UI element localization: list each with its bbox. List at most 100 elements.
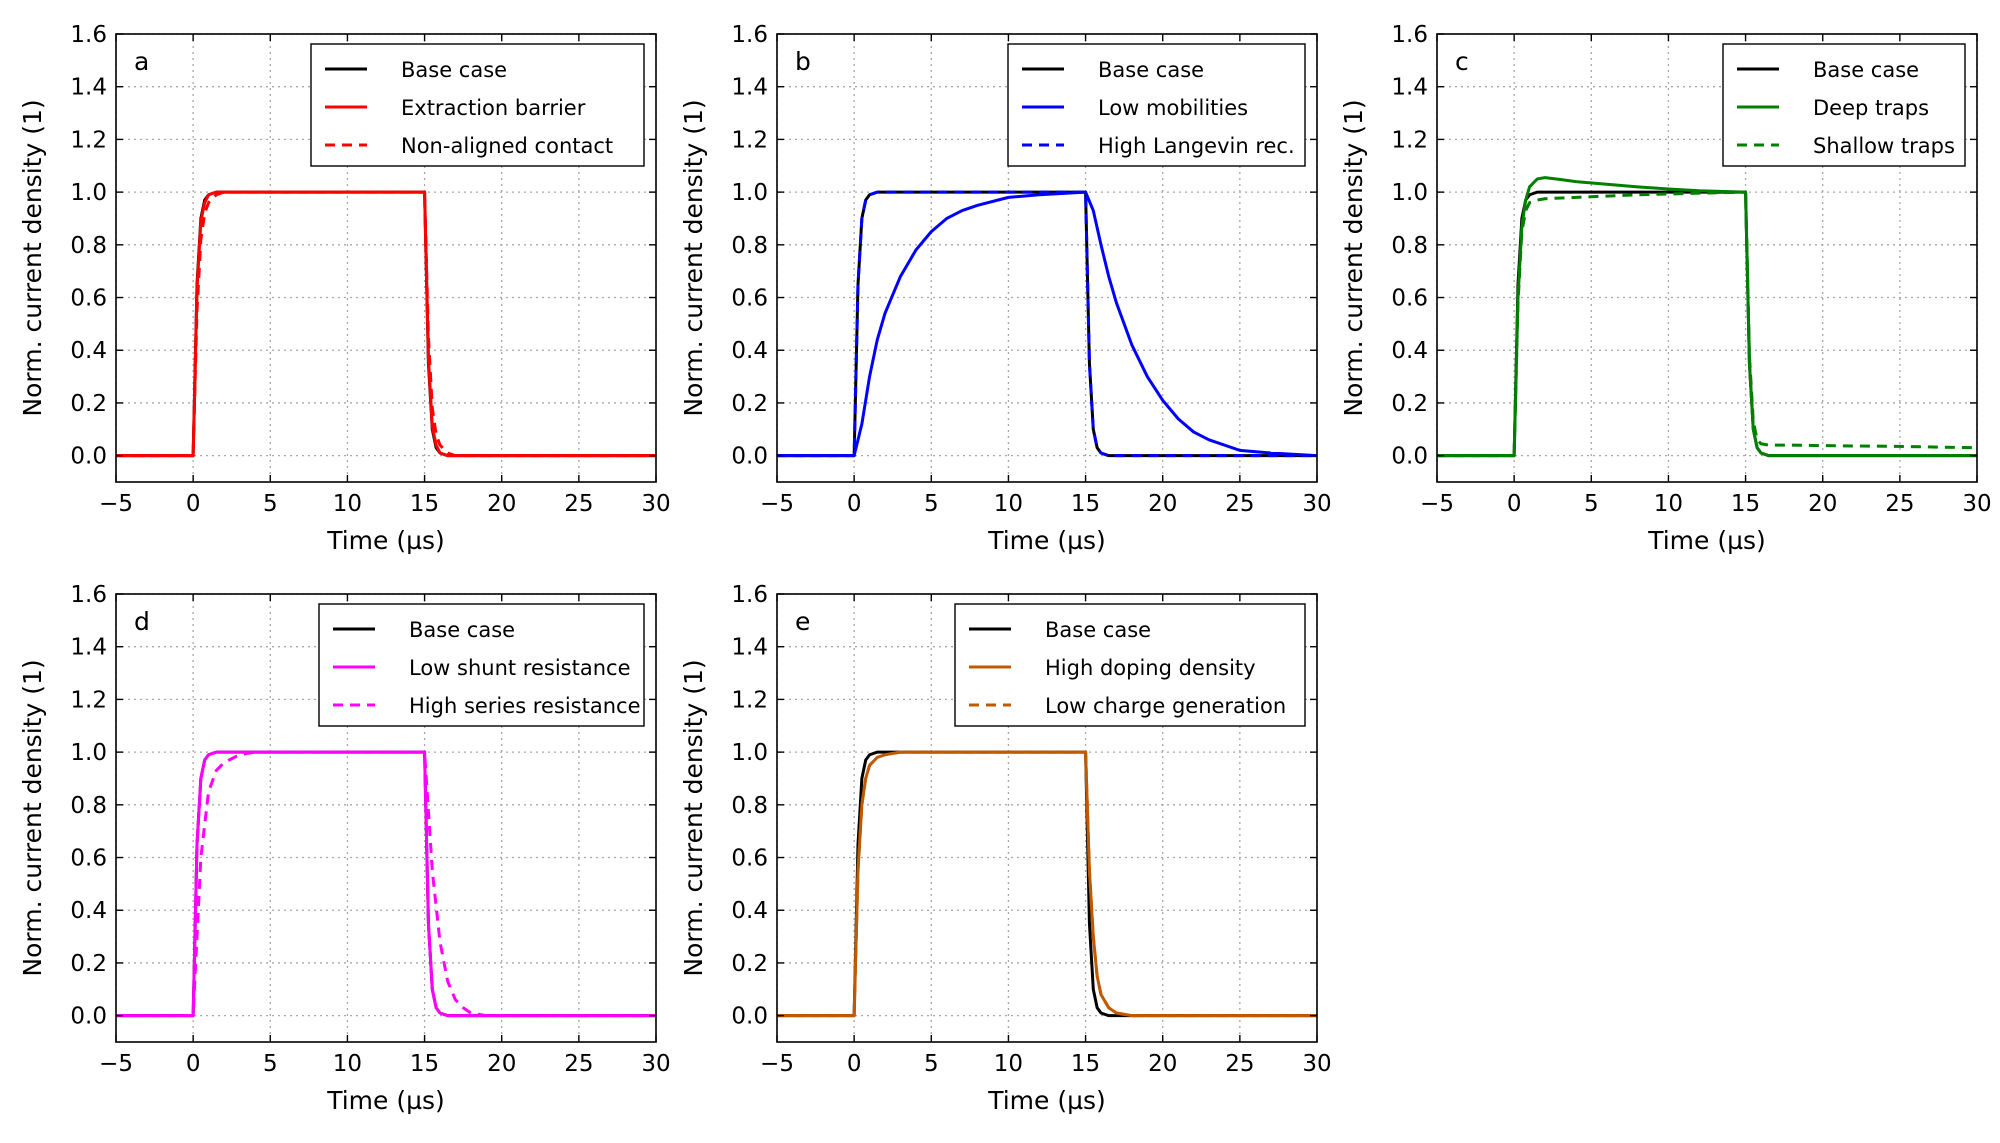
x-tick-label: 30 [1302,1051,1331,1077]
x-tick-label: 0 [186,1051,201,1077]
x-tick-label: 5 [263,1051,278,1077]
y-tick-label: 0.8 [70,793,107,819]
x-tick-label: 5 [1584,491,1599,517]
y-tick-label: 1.2 [70,687,107,713]
y-tick-label: 1.6 [70,22,107,48]
legend-entry-label: Low shunt resistance [409,656,631,680]
x-tick-label: −5 [99,1051,133,1077]
y-tick-label: 1.0 [70,180,107,206]
y-tick-label: 1.6 [731,582,768,608]
series-line-extraction-barrier [116,190,656,458]
x-tick-label: 0 [186,491,201,517]
x-tick-label: 25 [1225,491,1254,517]
y-tick-label: 1.0 [70,740,107,766]
y-axis-label: Norm. current density (1) [679,659,708,976]
x-tick-label: 20 [1148,1051,1177,1077]
legend-entry-label: Base case [401,58,507,82]
x-tick-label: 30 [641,491,670,517]
panel-letter: d [134,607,150,636]
y-tick-label: 0.4 [70,338,107,364]
x-tick-label: 20 [487,1051,516,1077]
chart-panel-d: −5 0 5 10 15 20 25 30 0.0 0.2 0.4 0.6 0.8 1.0 1.2 1.4 1.… [18,582,671,1115]
y-tick-label: 1.4 [1391,75,1428,101]
x-tick-label: 5 [924,1051,939,1077]
x-tick-label: 10 [994,1051,1023,1077]
plot-frame [776,33,1318,483]
y-tick-label: 1.4 [70,75,107,101]
chart-panel-c: −5 0 5 10 15 20 25 30 0.0 0.2 0.4 0.6 0.8 1.0 1.2 1.4 1.… [1339,22,1992,555]
x-tick-label: 15 [1071,1051,1100,1077]
y-tick-label: 0.8 [731,793,768,819]
y-tick-label: 0.0 [731,444,768,470]
legend-entry-label: Extraction barrier [401,96,586,120]
y-tick-label: 1.6 [70,582,107,608]
legend-entry-label: Base case [1813,58,1919,82]
y-axis-label: Norm. current density (1) [18,659,47,976]
chart-panel-e: −5 0 5 10 15 20 25 30 0.0 0.2 0.4 0.6 0.8 1.0 1.2 1.4 1.… [679,582,1332,1115]
legend-entry-label: Base case [1098,58,1204,82]
legend-entry-label: High doping density [1045,656,1256,680]
legend-entry-label: Low mobilities [1098,96,1248,120]
y-tick-label: 1.4 [731,75,768,101]
y-tick-label: 1.6 [731,22,768,48]
x-tick-label: −5 [760,1051,794,1077]
series-line-low-charge-generation [777,750,1317,1018]
legend-entry-label: High series resistance [409,694,641,718]
series-group [116,190,656,458]
y-tick-label: 0.4 [70,898,107,924]
series-group [777,750,1317,1018]
series-line-high-langevin-rec [777,190,1317,458]
x-tick-label: 5 [263,491,278,517]
x-tick-label: 15 [410,1051,439,1077]
x-axis-label: Time (µs) [987,1086,1106,1115]
y-tick-label: 1.2 [70,127,107,153]
y-tick-label: 1.4 [70,635,107,661]
x-tick-label: 30 [1962,491,1991,517]
panel-letter: e [795,607,810,636]
x-tick-label: −5 [99,491,133,517]
chart-panel-a: −5 0 5 10 15 20 25 30 0.0 0.2 0.4 0.6 0.8 1.0 1.2 1.4 1.… [18,22,671,555]
y-tick-label: 0.6 [1391,286,1428,312]
x-tick-label: 30 [1302,491,1331,517]
y-tick-label: 0.6 [731,846,768,872]
y-tick-label: 0.2 [70,951,107,977]
y-tick-label: 0.4 [731,898,768,924]
x-tick-label: 25 [1885,491,1914,517]
series-line-shallow-traps [1437,190,1977,458]
x-axis-label: Time (µs) [987,526,1106,555]
x-tick-label: 20 [1808,491,1837,517]
series-line-deep-traps [1437,176,1977,458]
y-tick-label: 0.4 [731,338,768,364]
y-tick-label: 0.0 [70,444,107,470]
legend-box [954,603,1306,727]
series-group [1437,176,1977,458]
legend-entry-label: High Langevin rec. [1098,134,1295,158]
y-tick-label: 1.4 [731,635,768,661]
x-tick-label: 0 [1507,491,1522,517]
y-tick-label: 0.0 [731,1004,768,1030]
x-tick-label: 5 [924,491,939,517]
x-axis-label: Time (µs) [326,1086,445,1115]
y-tick-label: 1.6 [1391,22,1428,48]
legend-entry-label: Non-aligned contact [401,134,613,158]
y-tick-label: 0.0 [70,1004,107,1030]
x-tick-label: 25 [1225,1051,1254,1077]
x-tick-label: 20 [487,491,516,517]
legend: Base case Extraction barrier Non-aligned c… [310,43,645,167]
series-group [777,190,1317,458]
legend-entry-label: Base case [1045,618,1151,642]
plot-frame [115,33,657,483]
legend-entry-label: Base case [409,618,515,642]
plot-frame [776,593,1318,1043]
y-tick-label: 0.2 [731,391,768,417]
legend-entry-label: Low charge generation [1045,694,1286,718]
panel-letter: a [134,47,149,76]
x-tick-label: 0 [847,491,862,517]
x-axis-label: Time (µs) [1647,526,1766,555]
y-tick-label: 1.0 [731,180,768,206]
x-tick-label: −5 [1420,491,1454,517]
y-tick-label: 0.0 [1391,444,1428,470]
x-tick-label: 10 [333,1051,362,1077]
x-axis-label: Time (µs) [326,526,445,555]
y-axis-label: Norm. current density (1) [679,99,708,416]
